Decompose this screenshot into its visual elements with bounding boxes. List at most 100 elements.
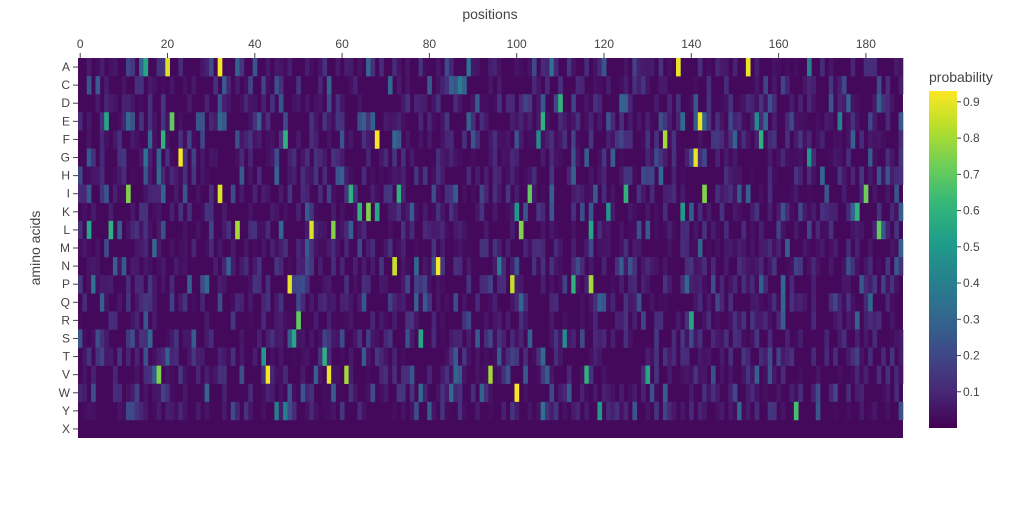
- heatmap-cell[interactable]: [252, 184, 258, 204]
- heatmap-cell[interactable]: [868, 401, 873, 421]
- heatmap-cell[interactable]: [470, 112, 476, 131]
- heatmap-cell[interactable]: [645, 275, 651, 294]
- heatmap-cell[interactable]: [571, 112, 576, 131]
- heatmap-cells[interactable]: [78, 58, 904, 438]
- heatmap-cell[interactable]: [405, 58, 411, 77]
- heatmap-cell[interactable]: [785, 148, 790, 167]
- heatmap-cell[interactable]: [112, 166, 118, 185]
- heatmap-cell[interactable]: [95, 94, 101, 113]
- heatmap-cell[interactable]: [104, 238, 109, 258]
- heatmap-cell[interactable]: [492, 202, 498, 222]
- heatmap-cell[interactable]: [361, 401, 367, 421]
- heatmap-cell[interactable]: [745, 58, 751, 77]
- heatmap-cell[interactable]: [689, 257, 694, 276]
- heatmap-cell[interactable]: [898, 365, 904, 385]
- heatmap-cell[interactable]: [623, 329, 629, 348]
- heatmap-cell[interactable]: [623, 76, 629, 95]
- heatmap-cell[interactable]: [82, 401, 88, 421]
- heatmap-cell[interactable]: [828, 257, 834, 276]
- heatmap-cell[interactable]: [689, 202, 694, 222]
- heatmap-cell[interactable]: [435, 58, 441, 77]
- heatmap-cell[interactable]: [894, 220, 899, 240]
- heatmap-cell[interactable]: [584, 275, 590, 294]
- heatmap-cell[interactable]: [889, 329, 895, 348]
- heatmap-cell[interactable]: [588, 311, 594, 330]
- heatmap-cell[interactable]: [178, 293, 184, 312]
- heatmap-cell[interactable]: [160, 94, 166, 113]
- heatmap-cell[interactable]: [837, 94, 843, 113]
- heatmap-cell[interactable]: [475, 58, 480, 77]
- heatmap-cell[interactable]: [571, 238, 576, 258]
- heatmap-cell[interactable]: [654, 202, 659, 222]
- heatmap-cell[interactable]: [628, 202, 633, 222]
- heatmap-cell[interactable]: [806, 257, 812, 276]
- heatmap-cell[interactable]: [597, 401, 603, 421]
- heatmap-cell[interactable]: [278, 383, 284, 403]
- heatmap-cell[interactable]: [820, 166, 825, 185]
- heatmap-cell[interactable]: [693, 148, 699, 167]
- heatmap-cell[interactable]: [274, 58, 280, 77]
- heatmap-cell[interactable]: [466, 166, 472, 185]
- heatmap-cell[interactable]: [405, 220, 411, 240]
- heatmap-cell[interactable]: [370, 329, 376, 348]
- heatmap-cell[interactable]: [702, 220, 707, 240]
- heatmap-cell[interactable]: [798, 148, 803, 167]
- heatmap-cell[interactable]: [226, 220, 232, 240]
- heatmap-cell[interactable]: [741, 94, 747, 113]
- heatmap-cell[interactable]: [732, 58, 738, 77]
- heatmap-cell[interactable]: [527, 401, 533, 421]
- heatmap-cell[interactable]: [143, 311, 149, 330]
- heatmap-cell[interactable]: [654, 130, 659, 149]
- heatmap-cell[interactable]: [431, 329, 437, 348]
- heatmap-cell[interactable]: [121, 148, 127, 167]
- heatmap-cell[interactable]: [745, 347, 751, 366]
- heatmap-cell[interactable]: [143, 238, 149, 258]
- heatmap-cell[interactable]: [579, 257, 585, 276]
- heatmap-cell[interactable]: [815, 383, 821, 403]
- heatmap-cell[interactable]: [623, 257, 629, 276]
- heatmap-cell[interactable]: [169, 401, 175, 421]
- heatmap-cell[interactable]: [724, 220, 729, 240]
- heatmap-cell[interactable]: [741, 220, 747, 240]
- heatmap-cell[interactable]: [435, 257, 441, 276]
- heatmap-cell[interactable]: [850, 293, 856, 312]
- heatmap-cell[interactable]: [82, 347, 88, 366]
- heatmap-cell[interactable]: [361, 293, 367, 312]
- heatmap-cell[interactable]: [130, 311, 136, 330]
- heatmap-cell[interactable]: [126, 220, 131, 240]
- heatmap-cell[interactable]: [553, 257, 559, 276]
- heatmap-cell[interactable]: [571, 401, 576, 421]
- heatmap-cell[interactable]: [658, 58, 664, 77]
- heatmap-cell[interactable]: [318, 148, 323, 167]
- heatmap-cell[interactable]: [165, 347, 170, 366]
- heatmap-cell[interactable]: [409, 311, 415, 330]
- heatmap-cell[interactable]: [300, 238, 306, 258]
- heatmap-cell[interactable]: [353, 184, 358, 204]
- heatmap-cell[interactable]: [837, 311, 843, 330]
- heatmap-cell[interactable]: [470, 148, 476, 167]
- heatmap-cell[interactable]: [217, 347, 223, 366]
- heatmap-cell[interactable]: [143, 257, 149, 276]
- heatmap-cell[interactable]: [793, 112, 799, 131]
- heatmap-cell[interactable]: [575, 76, 581, 95]
- heatmap-cell[interactable]: [195, 184, 201, 204]
- heatmap-cell[interactable]: [780, 148, 786, 167]
- heatmap-cell[interactable]: [335, 112, 341, 131]
- heatmap-cell[interactable]: [431, 202, 437, 222]
- heatmap-cell[interactable]: [361, 347, 367, 366]
- heatmap-cell[interactable]: [248, 94, 253, 113]
- heatmap-cell[interactable]: [387, 76, 393, 95]
- heatmap-cell[interactable]: [737, 329, 742, 348]
- heatmap-cell[interactable]: [676, 311, 681, 330]
- heatmap-cell[interactable]: [147, 184, 153, 204]
- heatmap-cell[interactable]: [152, 401, 157, 421]
- heatmap-cell[interactable]: [370, 238, 376, 258]
- heatmap-cell[interactable]: [147, 275, 153, 294]
- heatmap-cell[interactable]: [562, 311, 568, 330]
- heatmap-cell[interactable]: [531, 76, 537, 95]
- heatmap-cell[interactable]: [588, 166, 594, 185]
- heatmap-cell[interactable]: [108, 311, 114, 330]
- heatmap-cell[interactable]: [798, 383, 803, 403]
- heatmap-cell[interactable]: [139, 58, 144, 77]
- heatmap-cell[interactable]: [174, 257, 179, 276]
